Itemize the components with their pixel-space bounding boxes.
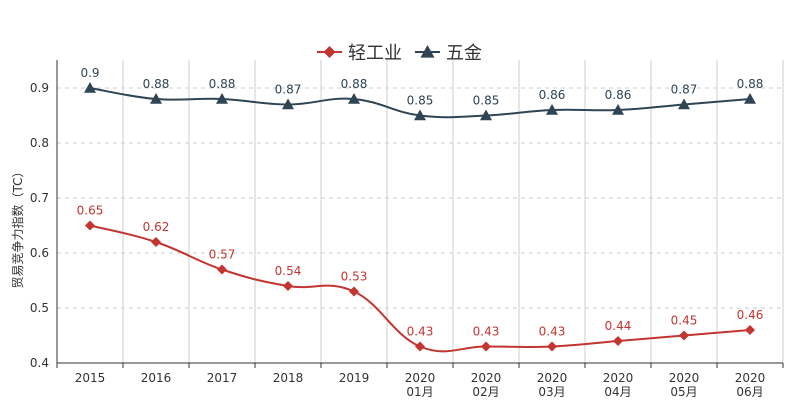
x-tick-label: 2016 [141, 371, 172, 385]
data-label: 0.88 [737, 77, 764, 91]
data-label: 0.65 [77, 204, 104, 218]
y-tick-label: 0.7 [30, 191, 49, 205]
legend-item-light-industry[interactable]: 轻工业 [317, 43, 402, 64]
data-label: 0.57 [209, 248, 236, 262]
x-tick-label: 2020 02月 [471, 371, 502, 399]
data-point-marker [415, 341, 425, 352]
legend-label: 轻工业 [348, 43, 402, 64]
legend-marker-icon [323, 46, 336, 58]
legend[interactable]: 轻工业 五金 [317, 43, 482, 64]
data-point-marker [217, 264, 227, 275]
x-tick-label: 2020 04月 [603, 371, 634, 399]
data-point-marker [481, 341, 491, 352]
x-tick-label: 2020 03月 [537, 371, 568, 399]
data-point-marker [283, 281, 293, 291]
data-label: 0.44 [605, 319, 632, 333]
data-label: 0.86 [605, 88, 632, 102]
data-point-marker [679, 330, 689, 341]
data-point-marker [745, 325, 755, 335]
data-label: 0.43 [473, 325, 500, 339]
legend-marker-icon [420, 45, 435, 58]
data-label: 0.87 [275, 83, 302, 97]
data-point-marker [480, 109, 492, 121]
data-label: 0.85 [407, 94, 434, 108]
data-point-marker [85, 220, 95, 231]
x-tick-label: 2020 01月 [405, 371, 436, 399]
data-point-marker [612, 104, 624, 115]
x-tick-label: 2019 [339, 371, 370, 385]
x-tick-label: 2020 05月 [669, 371, 700, 399]
data-point-marker [678, 98, 690, 110]
data-point-marker [282, 98, 294, 110]
y-tick-label: 0.8 [30, 136, 49, 150]
axis-layer: 0.4 0.5 0.6 0.7 0.8 0.9 2015 2016 2017 2018 2019 20… [30, 81, 784, 399]
data-label: 0.45 [671, 314, 698, 328]
data-point-marker [84, 82, 96, 93]
data-point-marker [150, 93, 162, 104]
data-label: 0.46 [737, 308, 764, 322]
series-layer [84, 82, 756, 353]
data-point-marker [151, 237, 161, 247]
data-point-marker [414, 109, 426, 121]
data-point-marker [613, 336, 623, 346]
data-label: 0.43 [407, 325, 434, 339]
grid-layer [56, 60, 784, 363]
data-label: 0.88 [341, 77, 368, 91]
data-point-marker [349, 286, 359, 297]
data-label: 0.88 [143, 77, 170, 91]
data-label: 0.53 [341, 270, 368, 284]
data-point-marker [546, 104, 558, 115]
data-label: 0.88 [209, 77, 236, 91]
data-label: 0.62 [143, 220, 170, 234]
data-label: 0.54 [275, 264, 302, 278]
data-label-layer: 0.65 0.62 0.57 0.54 0.53 0.43 0.43 0.43 0.44 0.45… [77, 66, 764, 339]
data-label: 0.87 [671, 83, 698, 97]
data-point-marker [216, 93, 228, 104]
data-point-marker [744, 93, 756, 104]
x-tick-label: 2017 [207, 371, 238, 385]
x-tick-label: 2020 06月 [735, 371, 766, 399]
data-point-marker [547, 341, 557, 352]
x-tick-label: 2018 [273, 371, 304, 385]
y-axis-title: 贸易竞争力指数（TC） [10, 165, 25, 288]
data-point-marker [348, 93, 360, 104]
data-label: 0.43 [539, 325, 566, 339]
y-tick-label: 0.5 [30, 301, 49, 315]
y-tick-label: 0.9 [30, 81, 49, 95]
x-tick-label: 2015 [75, 371, 106, 385]
legend-item-hardware[interactable]: 五金 [415, 43, 482, 64]
y-tick-label: 0.6 [30, 246, 49, 260]
data-label: 0.9 [80, 66, 99, 80]
legend-label: 五金 [446, 43, 482, 64]
data-label: 0.85 [473, 94, 500, 108]
y-tick-label: 0.4 [30, 356, 49, 370]
data-label: 0.86 [539, 88, 566, 102]
